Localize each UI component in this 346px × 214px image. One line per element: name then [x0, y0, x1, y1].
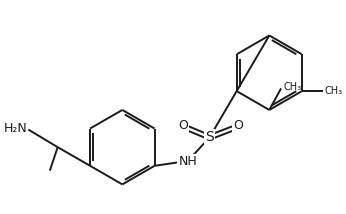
- Text: H₂N: H₂N: [3, 122, 27, 135]
- Text: CH₃: CH₃: [283, 82, 301, 92]
- Text: S: S: [205, 130, 214, 144]
- Text: O: O: [233, 119, 243, 132]
- Text: O: O: [178, 119, 188, 132]
- Text: NH: NH: [179, 155, 197, 168]
- Text: CH₃: CH₃: [324, 86, 342, 96]
